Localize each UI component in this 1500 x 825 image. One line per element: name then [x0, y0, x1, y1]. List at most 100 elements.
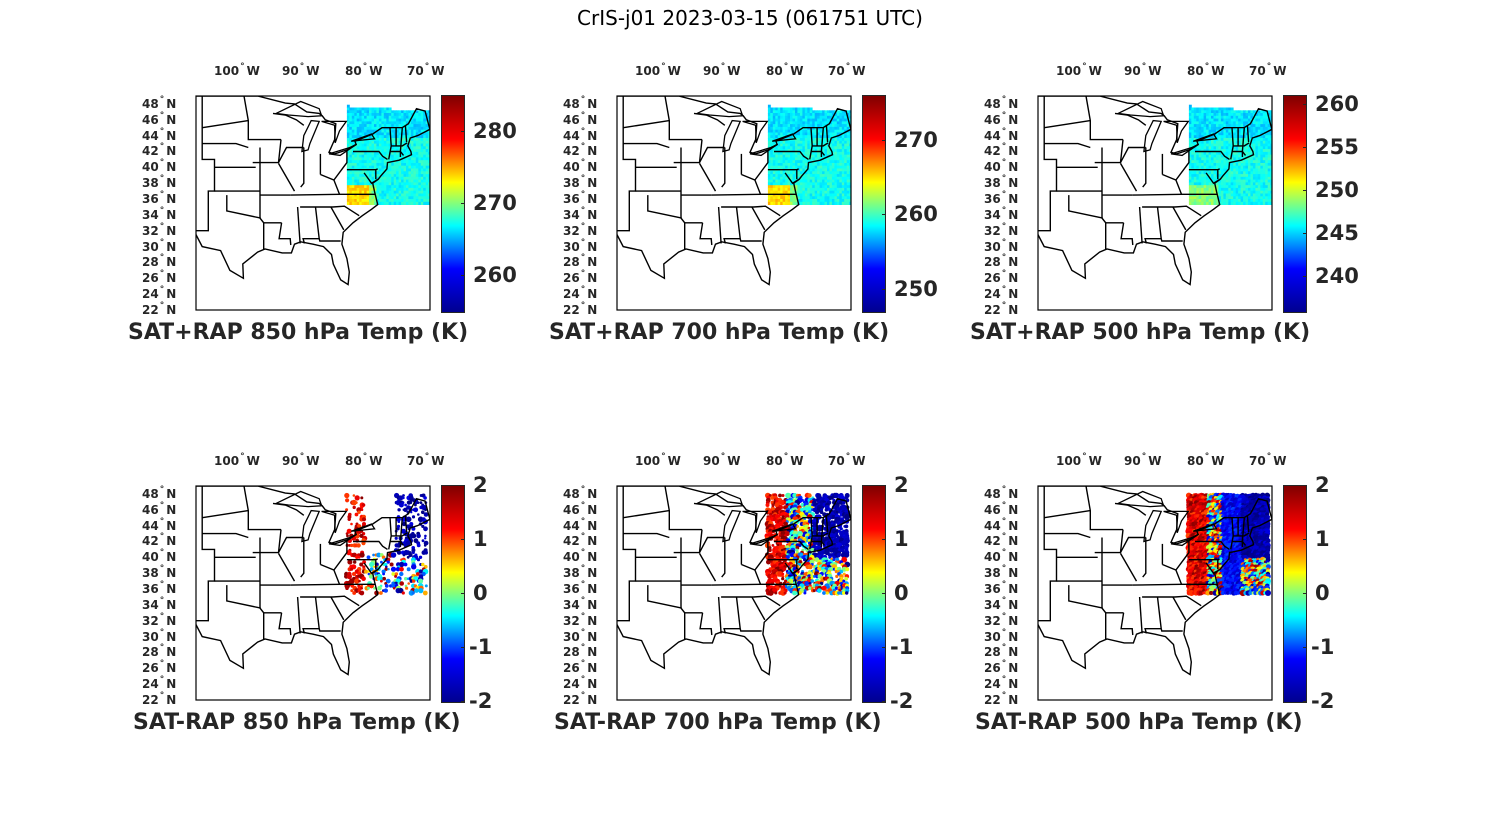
swath-cell: [834, 154, 838, 158]
swath-cell: [1216, 121, 1219, 125]
diff-point: [839, 527, 843, 531]
swath-cell: [398, 182, 402, 186]
swath-cell: [393, 165, 397, 169]
swath-cell: [359, 115, 363, 119]
swath-cell: [425, 140, 429, 144]
swath-cell: [1250, 176, 1254, 180]
colorbar-tick: [461, 275, 465, 276]
swath-cell: [1267, 132, 1271, 136]
latitude-label: 32° N: [142, 222, 176, 239]
swath-cell: [799, 138, 803, 142]
swath-cell: [410, 174, 414, 178]
diff-point: [842, 500, 846, 505]
swath-cell: [1250, 129, 1254, 133]
swath-cell: [396, 121, 399, 125]
swath-cell: [371, 174, 375, 178]
diff-point: [397, 582, 400, 585]
swath-cell: [807, 149, 811, 153]
swath-cell: [420, 154, 424, 158]
diff-point: [379, 591, 383, 595]
degree-symbol: °: [580, 158, 586, 169]
swath-cell: [834, 126, 838, 131]
swath-cell: [809, 143, 813, 147]
swath-cell: [1238, 110, 1241, 114]
swath-cell: [790, 146, 793, 150]
swath-cell: [1243, 185, 1246, 189]
swath-cell: [1228, 143, 1232, 147]
swath-cell: [1211, 201, 1214, 205]
swath-cell: [383, 121, 387, 125]
swath-cell: [1252, 118, 1256, 122]
swath-cell: [374, 190, 377, 194]
swath-cell: [849, 154, 851, 158]
swath-cell: [428, 201, 430, 205]
swath-cell: [1257, 113, 1261, 117]
swath-cell: [381, 187, 385, 192]
swath-cell: [406, 168, 409, 172]
lat-degrees: 30: [142, 629, 159, 644]
swath-cell: [831, 193, 835, 197]
swath-cell: [787, 165, 791, 169]
swath-cell: [822, 154, 825, 158]
swath-cell: [428, 113, 430, 117]
swath-cell: [1218, 132, 1222, 136]
swath-cell: [418, 129, 422, 133]
swath-cell: [841, 129, 845, 133]
swath-cell: [1265, 160, 1269, 164]
swath-cell: [809, 193, 813, 197]
swath-cell: [1223, 118, 1227, 122]
swath-cell: [804, 187, 808, 192]
swath-cell: [1218, 174, 1222, 178]
swath-cell: [1208, 135, 1212, 139]
swath-cell: [1201, 107, 1205, 111]
diff-point: [765, 503, 770, 507]
swath-cell: [1220, 149, 1224, 153]
swath-cell: [401, 171, 404, 175]
swath-cell: [772, 174, 776, 178]
swath-cell: [1260, 174, 1264, 178]
swath-cell: [415, 157, 419, 161]
swath-cell: [1235, 138, 1239, 142]
swath-cell: [354, 165, 358, 169]
swath-cell: [398, 193, 402, 197]
swath-cell: [836, 168, 840, 172]
swath-cell: [1238, 201, 1241, 205]
swath-cell: [780, 157, 784, 161]
swath-cell: [1265, 163, 1269, 167]
swath-cell: [817, 182, 820, 186]
swath-cell: [401, 185, 404, 189]
swath-cell: [396, 185, 399, 189]
swath-cell: [378, 199, 382, 203]
swath-cell: [1228, 174, 1232, 178]
swath-cell: [829, 176, 833, 180]
swath-cell: [809, 157, 813, 161]
swath-cell: [1245, 143, 1249, 147]
diff-point: [787, 493, 792, 498]
lat-degrees: 46: [563, 112, 580, 127]
swath-cell: [795, 146, 798, 150]
swath-cell: [428, 132, 430, 136]
diff-point: [354, 578, 360, 584]
swath-cell: [1213, 187, 1217, 192]
swath-cell: [834, 143, 838, 147]
swath-cell: [770, 165, 774, 169]
swath-cell: [1255, 168, 1259, 172]
swath-cell: [1260, 171, 1264, 175]
swath-cell: [383, 143, 387, 147]
diff-point: [345, 532, 349, 535]
swath-cell: [767, 187, 771, 192]
swath-cell: [1255, 149, 1259, 153]
swath-cell: [369, 113, 372, 117]
degree-symbol: °: [362, 452, 368, 462]
lat-degrees: 28: [984, 255, 1001, 270]
diff-point: [394, 574, 398, 578]
swath-cell: [787, 187, 791, 192]
swath-cell: [1213, 196, 1217, 200]
state-border: [391, 532, 408, 537]
swath-cell: [812, 138, 816, 142]
swath-cell: [1243, 154, 1246, 158]
swath-cell: [790, 149, 793, 153]
swath-cell: [802, 165, 806, 169]
swath-cell: [804, 143, 808, 147]
panel-title: SAT+RAP 850 hPa Temp (K): [128, 320, 469, 345]
